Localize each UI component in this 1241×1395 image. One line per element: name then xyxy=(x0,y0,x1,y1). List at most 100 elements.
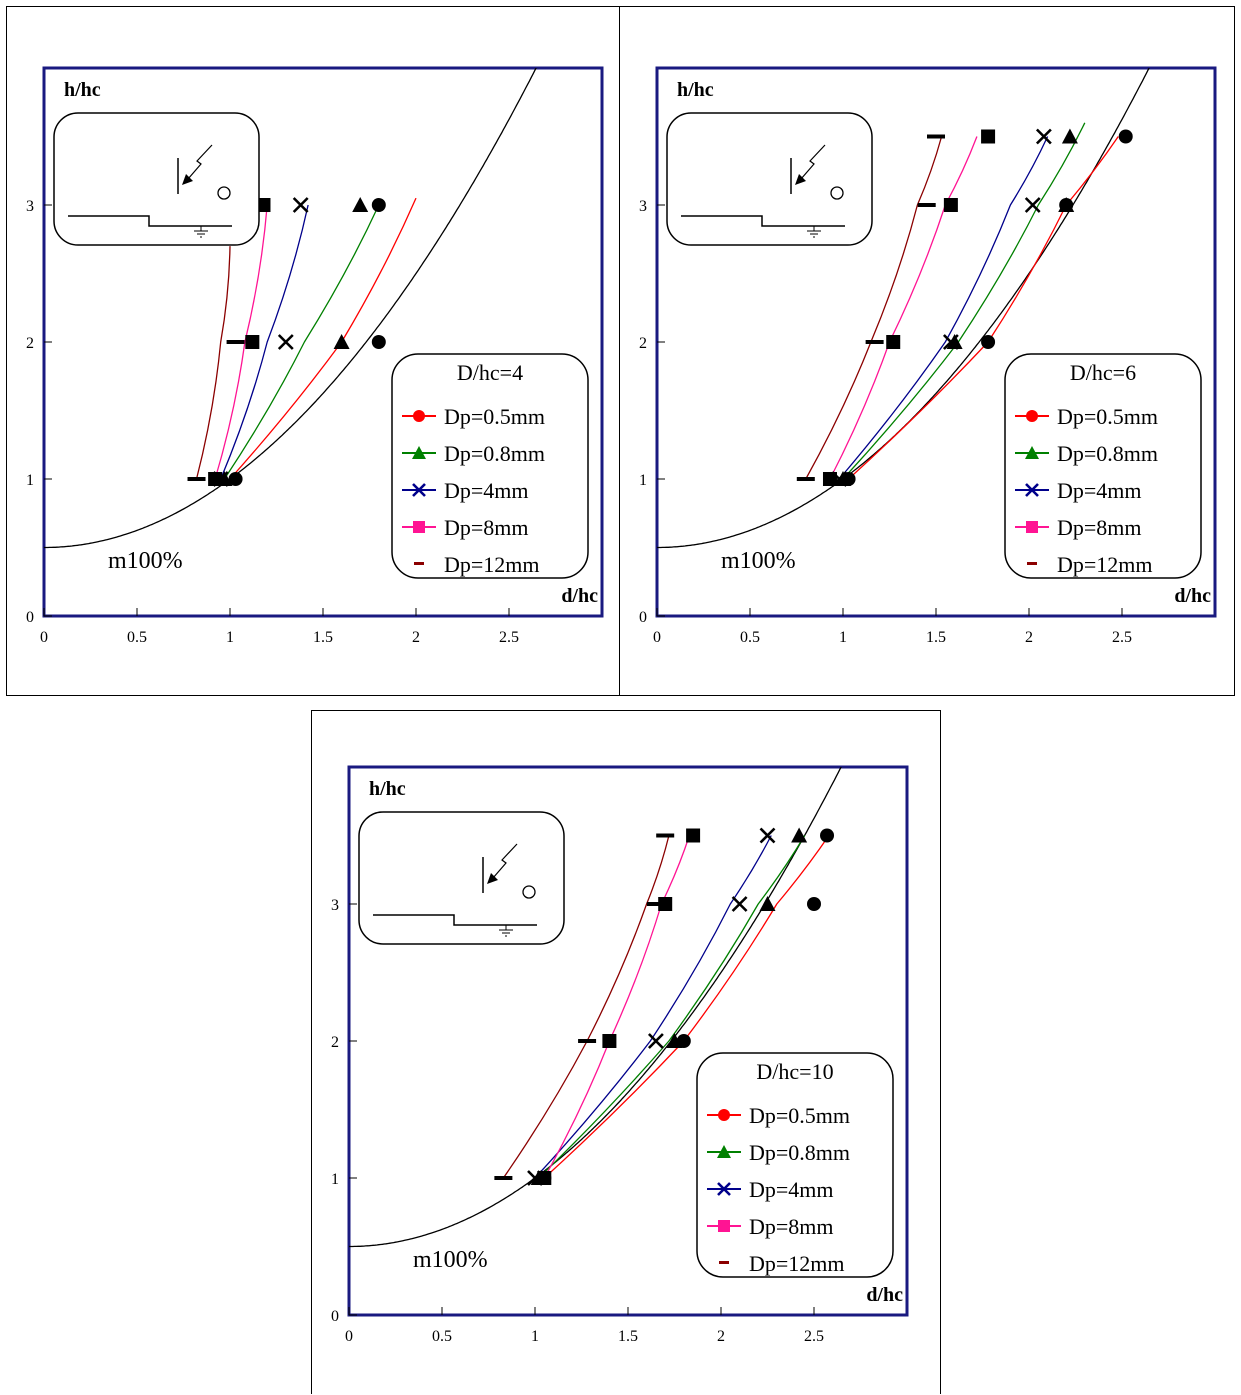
data-point xyxy=(658,897,673,911)
legend-label: Dp=8mm xyxy=(1057,515,1142,540)
y-axis-label: h/hc xyxy=(64,79,101,101)
particle-circle xyxy=(830,186,844,200)
legend-label: Dp=12mm xyxy=(749,1251,845,1276)
data-point xyxy=(942,334,959,350)
y-axis-label: h/hc xyxy=(677,79,714,101)
data-point xyxy=(731,896,748,912)
annotation-m100: m100% xyxy=(413,1247,488,1273)
legend-marker xyxy=(1025,446,1039,459)
fit-curve-dp-4mm xyxy=(534,835,772,1179)
ground-plane-step xyxy=(681,215,845,227)
legend: D/hc=10 Dp=0.5mm Dp=0.8mm Dp=4mm Dp=8mm Dp=12… xyxy=(696,1052,894,1278)
annotation-m100: m100% xyxy=(108,548,183,574)
x-tick-label: 1.5 xyxy=(926,629,946,646)
x-tick-label: 0 xyxy=(653,629,661,646)
legend-item: Dp=8mm xyxy=(1015,515,1142,540)
ground-icon xyxy=(499,925,513,937)
data-point xyxy=(686,828,701,843)
legend-label: Dp=0.8mm xyxy=(749,1140,850,1165)
data-point xyxy=(666,1033,683,1048)
data-point xyxy=(1058,197,1075,212)
lightning-arrow xyxy=(187,144,213,180)
legend-item: Dp=4mm xyxy=(402,478,529,503)
particle-circle xyxy=(217,186,231,200)
data-point xyxy=(807,897,821,911)
chart-panel-dhc6: 0 0.5 1 1.5 2 2.5 0 1 2 3 h/hc d/hc m100% D/hc=6 Dp=0.… xyxy=(619,6,1235,696)
legend-label: Dp=8mm xyxy=(749,1214,834,1239)
x-tick-label: 0.5 xyxy=(127,629,147,646)
legend-marker xyxy=(1027,562,1037,565)
fit-curve-dp-0-8mm xyxy=(538,835,806,1179)
data-point xyxy=(228,472,243,486)
x-axis-label: d/hc xyxy=(1174,585,1211,607)
legend-marker xyxy=(718,1220,730,1232)
legend-marker xyxy=(718,1109,730,1121)
data-point xyxy=(333,334,350,349)
data-point xyxy=(647,1033,664,1049)
legend-marker xyxy=(412,446,426,459)
legend-item: Dp=12mm xyxy=(719,1251,845,1276)
fit-curve-dp-4mm xyxy=(220,204,309,480)
y-tick-label: 3 xyxy=(331,897,339,914)
fit-curve-dp-0-5mm xyxy=(848,136,1119,480)
legend: D/hc=4 Dp=0.5mm Dp=0.8mm Dp=4mm Dp=8mm Dp=12m… xyxy=(391,353,589,579)
x-axis-label: d/hc xyxy=(561,585,598,607)
fit-curve-dp-0-8mm xyxy=(223,204,380,480)
legend-label: Dp=12mm xyxy=(1057,552,1153,577)
x-tick-label: 2 xyxy=(717,1328,725,1345)
ground-plane-step xyxy=(373,914,537,926)
chart-panel-dhc4: 0 0.5 1 1.5 2 2.5 0 1 2 3 h/hc d/hc m100% D/hc=4 Dp=0.… xyxy=(6,6,620,696)
legend-marker xyxy=(412,483,426,497)
data-point xyxy=(352,197,369,212)
data-point xyxy=(1118,129,1133,144)
y-tick-label: 2 xyxy=(331,1034,339,1051)
fit-curve-dp-8mm xyxy=(829,136,978,480)
legend-item: Dp=0.5mm xyxy=(707,1103,850,1128)
legend-label: Dp=4mm xyxy=(1057,478,1142,503)
x-tick-label: 1.5 xyxy=(313,629,333,646)
data-point xyxy=(981,335,996,349)
legend-item: Dp=8mm xyxy=(402,515,529,540)
annotation-m100: m100% xyxy=(721,548,796,574)
reference-curve xyxy=(349,767,842,1248)
data-point xyxy=(759,827,776,844)
setup-inset xyxy=(666,112,873,246)
x-tick-label: 0 xyxy=(40,629,48,646)
legend-item: Dp=12mm xyxy=(414,552,540,577)
arrowhead-icon xyxy=(182,174,193,185)
lightning-arrow xyxy=(800,144,826,180)
legend-item: Dp=0.8mm xyxy=(1015,441,1158,466)
legend-label: Dp=0.8mm xyxy=(1057,441,1158,466)
plot-content xyxy=(44,68,537,549)
y-tick-label: 0 xyxy=(26,609,34,626)
x-tick-label: 1.5 xyxy=(618,1328,638,1345)
data-point xyxy=(791,827,808,843)
ground-icon xyxy=(807,226,821,238)
legend-item: Dp=0.8mm xyxy=(402,441,545,466)
legend-marker xyxy=(414,562,424,565)
fit-curve-dp-12mm xyxy=(805,136,943,480)
legend-item: Dp=0.5mm xyxy=(1015,404,1158,429)
data-point xyxy=(187,477,206,481)
legend-label: Dp=0.8mm xyxy=(444,441,545,466)
plot-content xyxy=(349,767,842,1248)
x-tick-label: 0 xyxy=(345,1328,353,1345)
y-tick-label: 1 xyxy=(331,1171,339,1188)
x-axis-label: d/hc xyxy=(866,1284,903,1306)
legend: D/hc=6 Dp=0.5mm Dp=0.8mm Dp=4mm Dp=8mm Dp=12m… xyxy=(1004,353,1202,579)
data-point xyxy=(1061,128,1078,144)
legend-item: Dp=12mm xyxy=(1027,552,1153,577)
data-point xyxy=(820,828,835,843)
data-point xyxy=(927,134,945,139)
y-tick-label: 3 xyxy=(639,198,647,215)
fit-curve-dp-0-8mm xyxy=(842,122,1086,480)
fit-curve-dp-8mm xyxy=(214,204,268,480)
legend-title: D/hc=6 xyxy=(1070,360,1136,385)
data-point xyxy=(602,1034,617,1048)
setup-inset xyxy=(358,811,565,945)
data-point xyxy=(371,335,386,349)
data-point xyxy=(277,334,294,350)
ground-plane-step xyxy=(68,215,232,227)
x-tick-label: 1 xyxy=(226,629,234,646)
data-point xyxy=(835,471,851,486)
